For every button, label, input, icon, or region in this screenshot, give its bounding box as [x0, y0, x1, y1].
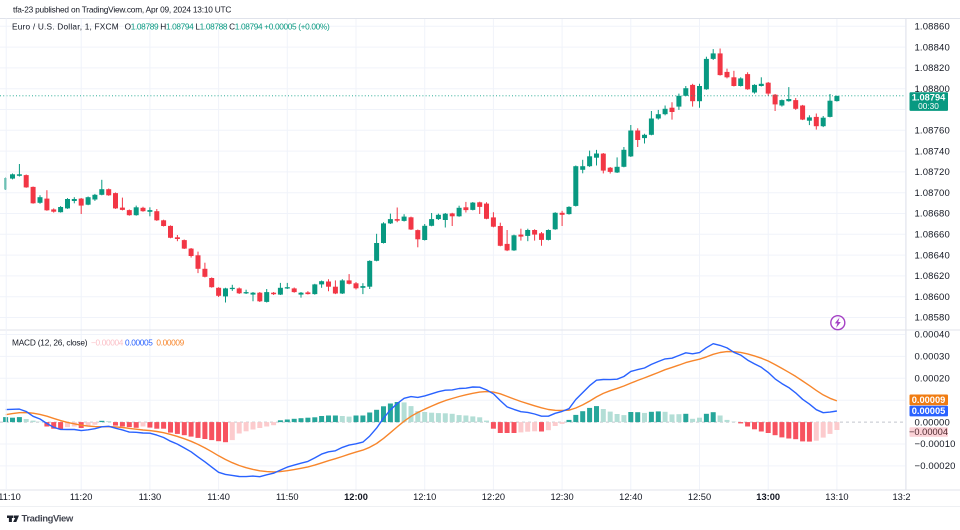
svg-text:1.08800: 1.08800	[915, 84, 950, 95]
svg-text:12:00: 12:00	[344, 492, 368, 502]
svg-text:1.08760: 1.08760	[915, 126, 950, 137]
svg-text:1.08820: 1.08820	[915, 63, 950, 74]
svg-text:11:20: 11:20	[70, 492, 93, 502]
svg-text:1.08640: 1.08640	[915, 250, 950, 261]
svg-text:−0.00020: −0.00020	[915, 461, 956, 472]
svg-text:Euro / U.S. Dollar, 1, FXCM: Euro / U.S. Dollar, 1, FXCM	[12, 22, 119, 32]
svg-text:12:10: 12:10	[413, 492, 436, 502]
svg-text:12:50: 12:50	[688, 492, 711, 502]
svg-text:1.08740: 1.08740	[915, 146, 950, 157]
svg-text:O1.08789 H1.08794 L1.08788 C1.: O1.08789 H1.08794 L1.08788 C1.08794 +0.0…	[125, 22, 330, 32]
svg-text:13:2: 13:2	[893, 492, 911, 502]
svg-text:12:20: 12:20	[482, 492, 505, 502]
svg-text:1.08600: 1.08600	[915, 292, 950, 303]
svg-text:0.00000: 0.00000	[915, 417, 950, 428]
svg-text:−0.00004 0.00005 0.00009: −0.00004 0.00005 0.00009	[91, 338, 185, 348]
svg-text:1.08580: 1.08580	[915, 313, 950, 324]
svg-text:1.08700: 1.08700	[915, 188, 950, 199]
svg-text:0.00005: 0.00005	[912, 406, 946, 416]
svg-text:0.00040: 0.00040	[915, 330, 950, 341]
svg-text:−0.00010: −0.00010	[915, 439, 956, 450]
svg-text:12:30: 12:30	[550, 492, 573, 502]
svg-text:MACD (12, 26, close): MACD (12, 26, close)	[12, 338, 88, 348]
svg-text:13:10: 13:10	[825, 492, 848, 502]
svg-text:tfa-23 published on TradingVie: tfa-23 published on TradingView.com, Apr…	[13, 4, 231, 14]
svg-text:1.08660: 1.08660	[915, 230, 950, 241]
svg-text:1.08794: 1.08794	[912, 92, 946, 102]
svg-text:−0.00004: −0.00004	[909, 427, 948, 437]
svg-text:1.08720: 1.08720	[915, 167, 950, 178]
svg-text:11:30: 11:30	[139, 492, 162, 502]
svg-text:13:00: 13:00	[756, 492, 780, 502]
svg-text:TradingView: TradingView	[22, 513, 74, 524]
svg-text:12:40: 12:40	[619, 492, 642, 502]
svg-text:11:40: 11:40	[207, 492, 230, 502]
svg-text:1.08620: 1.08620	[915, 271, 950, 282]
svg-text:1.08860: 1.08860	[915, 22, 950, 33]
svg-text:11:50: 11:50	[276, 492, 299, 502]
svg-text:0.00009: 0.00009	[912, 395, 946, 405]
svg-text:0.00020: 0.00020	[915, 374, 950, 385]
svg-text:0.00030: 0.00030	[915, 352, 950, 363]
svg-text:1.08680: 1.08680	[915, 209, 950, 220]
svg-text:1.08840: 1.08840	[915, 42, 950, 53]
svg-text:00:30: 00:30	[918, 101, 939, 111]
svg-text:11:10: 11:10	[0, 492, 21, 502]
